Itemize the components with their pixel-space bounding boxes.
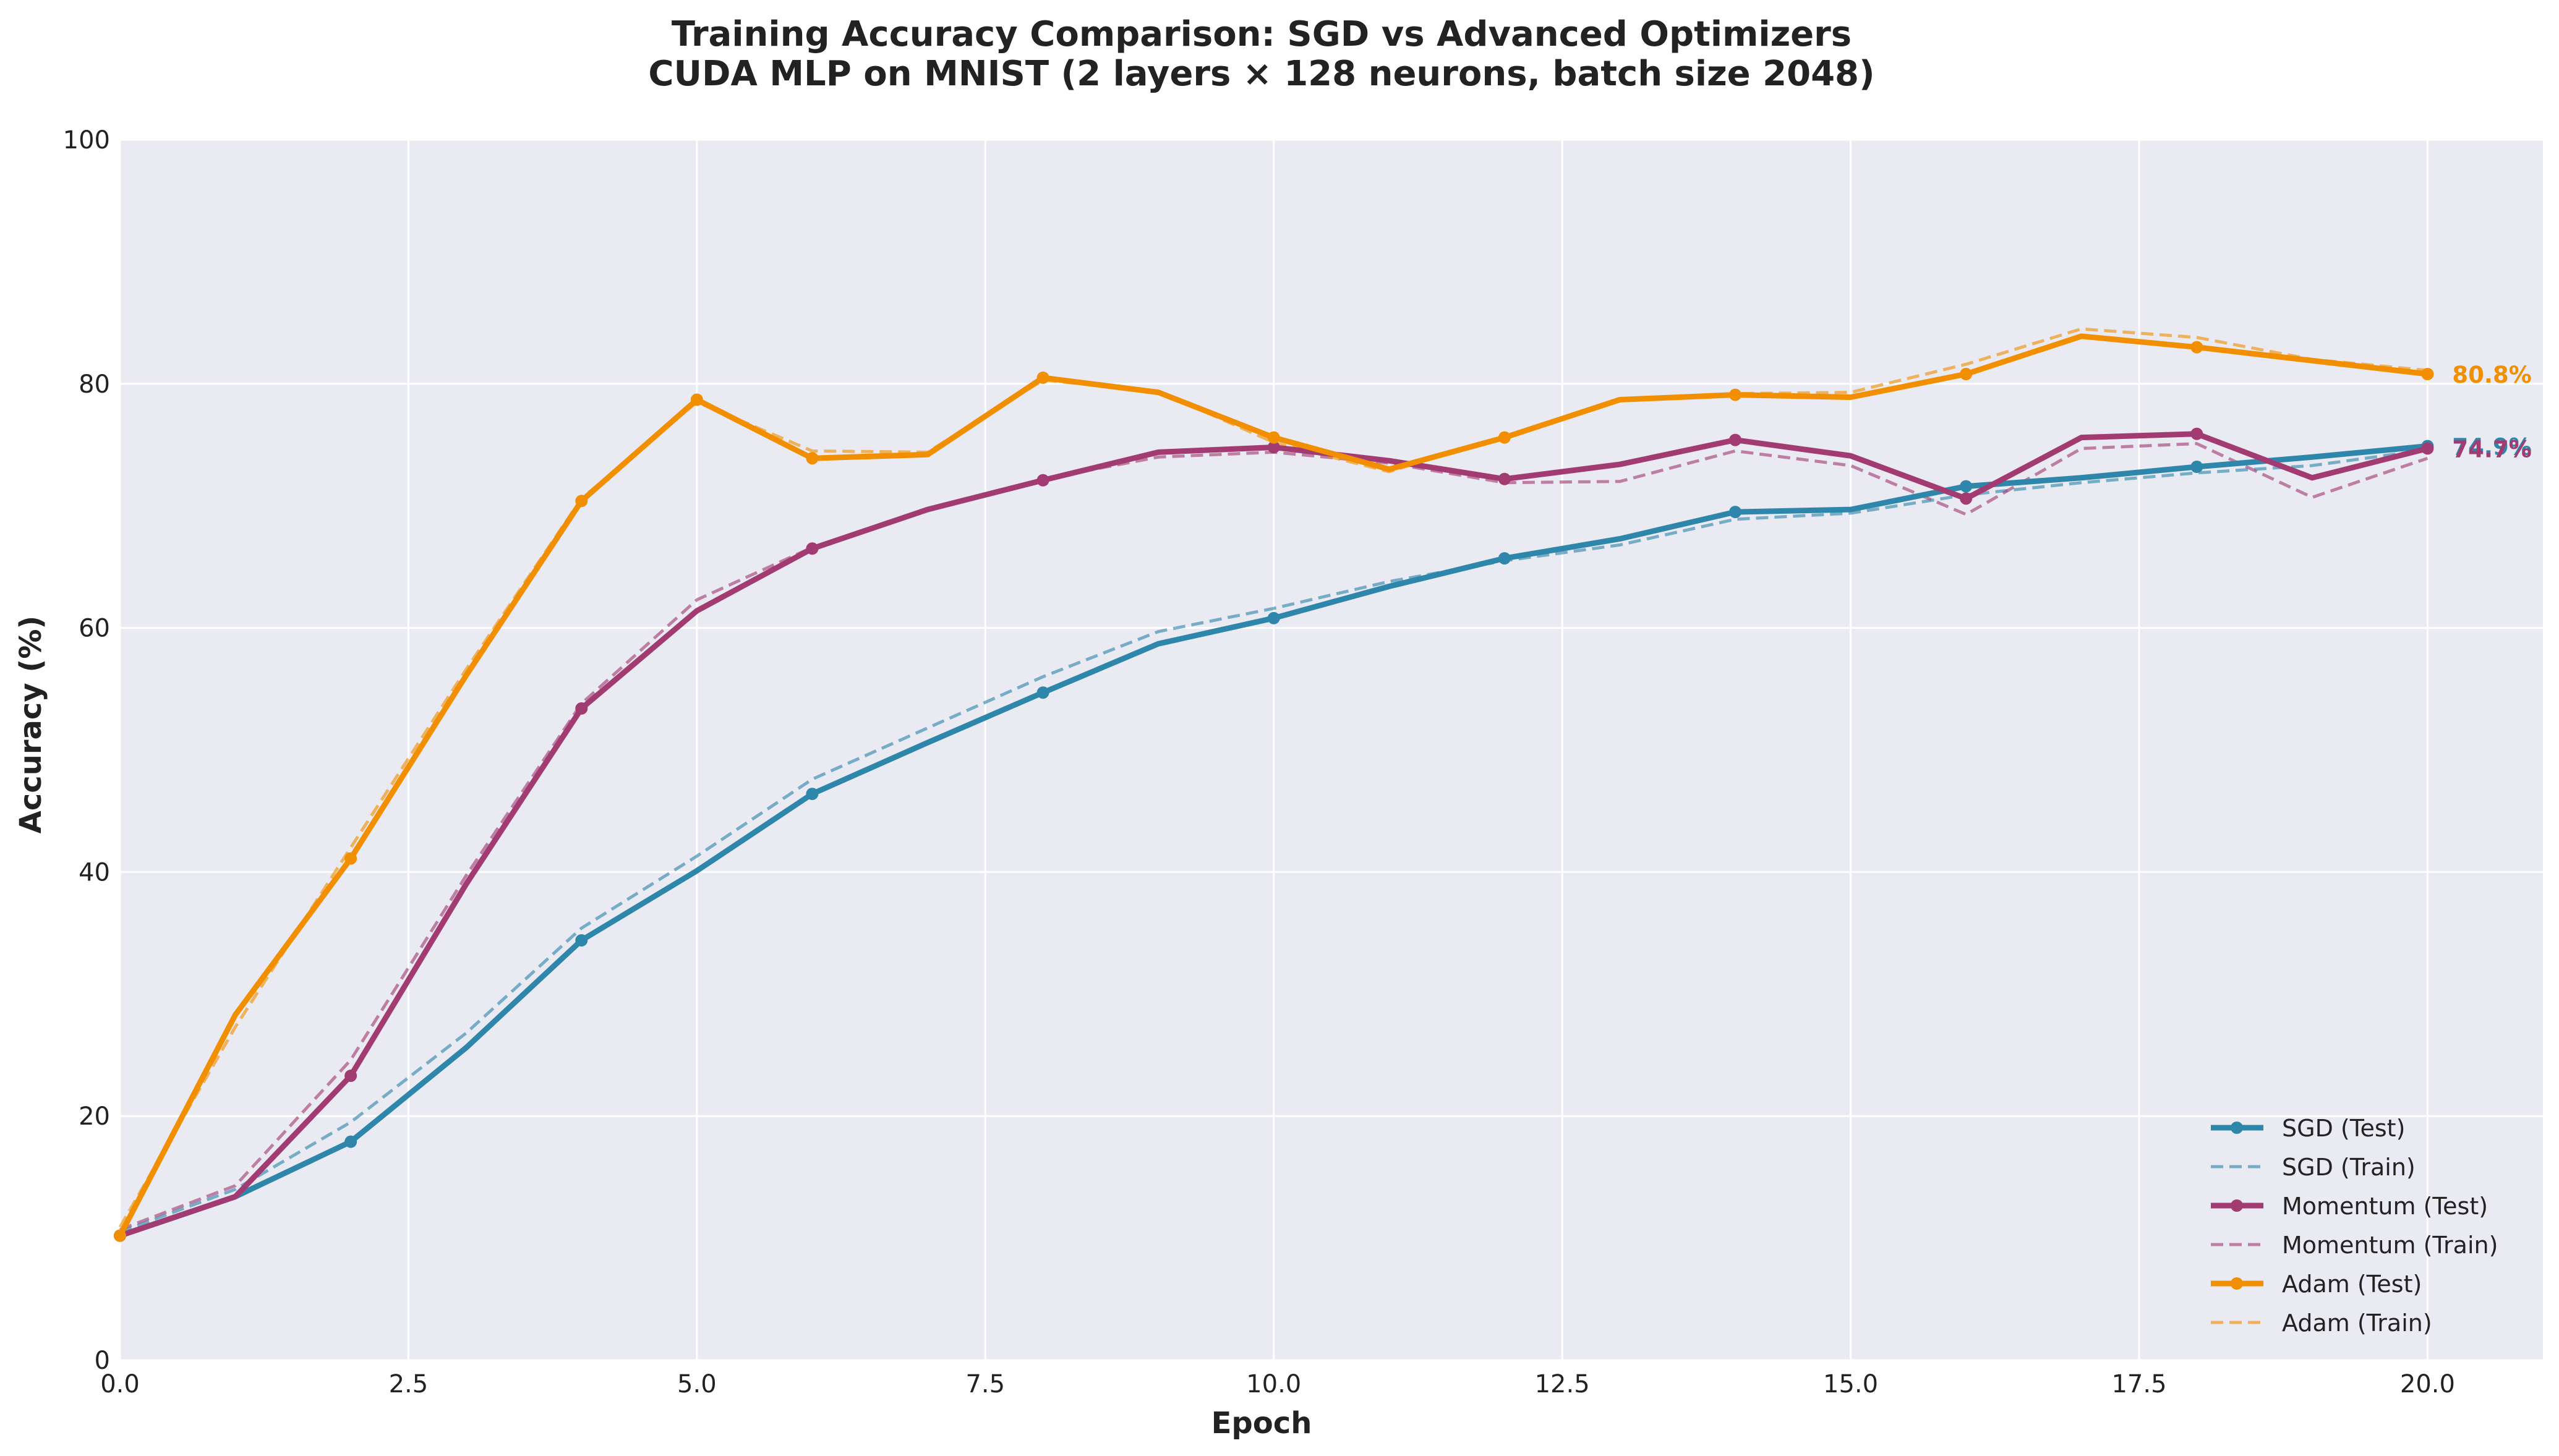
data-point-momentum-test — [1267, 441, 1280, 454]
x-tick-label: 2.5 — [389, 1370, 429, 1399]
data-point-sgd-test — [1960, 480, 1973, 493]
data-point-adam-test — [114, 1229, 126, 1242]
data-point-momentum-test — [1498, 472, 1511, 485]
y-tick-labels: 0 20 40 60 80 100 — [63, 126, 110, 1375]
data-point-adam-test — [344, 852, 357, 865]
y-tick-label: 60 — [79, 615, 110, 643]
series-lines — [114, 327, 2434, 1242]
data-point-momentum-test — [2421, 442, 2434, 455]
x-axis-label: Epoch — [1211, 1406, 1312, 1441]
data-point-momentum-test — [575, 702, 588, 715]
y-axis-label: Accuracy (%) — [14, 616, 48, 834]
x-tick-label: 12.5 — [1535, 1370, 1590, 1399]
y-tick-label: 40 — [79, 858, 110, 887]
series-line-sgd-train — [119, 448, 2428, 1234]
legend-label: Momentum (Test) — [2282, 1193, 2488, 1220]
legend-marker — [2231, 1122, 2243, 1134]
y-tick-label: 100 — [63, 126, 110, 155]
data-point-momentum-test — [344, 1070, 357, 1083]
x-tick-label: 20.0 — [2400, 1370, 2455, 1399]
data-point-adam-test — [575, 495, 588, 508]
data-point-adam-test — [2190, 341, 2203, 354]
data-point-sgd-test — [806, 788, 819, 801]
data-point-adam-test — [1729, 388, 1741, 401]
data-point-adam-test — [806, 452, 819, 465]
x-tick-labels: 0.0 2.5 5.0 7.5 10.0 12.5 15.0 17.5 20.0 — [100, 1370, 2455, 1399]
legend-label: SGD (Test) — [2282, 1115, 2405, 1142]
x-tick-label: 5.0 — [677, 1370, 717, 1399]
data-point-momentum-test — [1960, 492, 1973, 505]
data-point-momentum-test — [1036, 474, 1049, 487]
end-value-labels: 80.8% 74.9%74.7% — [2452, 362, 2531, 462]
end-label: 74.7% — [2452, 436, 2531, 462]
data-point-adam-test — [1498, 431, 1511, 444]
legend-label: Adam (Test) — [2282, 1271, 2422, 1298]
chart-title: Training Accuracy Comparison: SGD vs Adv… — [672, 14, 1852, 54]
y-tick-label: 80 — [79, 370, 110, 399]
data-point-sgd-test — [575, 934, 588, 947]
data-point-adam-test — [2421, 368, 2434, 381]
data-point-sgd-test — [2190, 461, 2203, 474]
data-point-momentum-test — [806, 542, 819, 555]
x-tick-label: 17.5 — [2111, 1370, 2166, 1399]
y-tick-label: 0 — [95, 1347, 110, 1375]
data-point-momentum-test — [1729, 433, 1741, 446]
y-tick-label: 20 — [79, 1102, 110, 1131]
data-point-sgd-test — [344, 1135, 357, 1148]
x-tick-label: 15.0 — [1823, 1370, 1878, 1399]
x-tick-label: 7.5 — [965, 1370, 1005, 1399]
legend-marker — [2231, 1277, 2243, 1290]
data-point-adam-test — [1267, 431, 1280, 444]
data-point-adam-test — [1036, 371, 1049, 384]
legend: SGD (Test) SGD (Train) Momentum (Test) Mome… — [2211, 1115, 2498, 1337]
data-point-sgd-test — [1036, 686, 1049, 699]
plot-area — [120, 140, 2543, 1360]
data-point-momentum-test — [2190, 427, 2203, 440]
x-tick-label: 0.0 — [100, 1370, 140, 1399]
legend-marker — [2231, 1199, 2243, 1212]
end-label: 80.8% — [2452, 362, 2531, 388]
end-label: 74.9% — [2452, 433, 2531, 460]
chart-subtitle: CUDA MLP on MNIST (2 layers × 128 neuron… — [648, 54, 1874, 94]
data-point-sgd-test — [1498, 552, 1511, 565]
legend-label: SGD (Train) — [2282, 1154, 2416, 1181]
data-point-adam-test — [1960, 368, 1973, 381]
data-point-sgd-test — [1729, 506, 1741, 519]
legend-label: Momentum (Train) — [2282, 1232, 2498, 1259]
data-point-sgd-test — [1267, 611, 1280, 624]
legend-label: Adam (Train) — [2282, 1309, 2432, 1337]
x-tick-label: 10.0 — [1246, 1370, 1301, 1399]
data-point-adam-test — [690, 393, 703, 406]
